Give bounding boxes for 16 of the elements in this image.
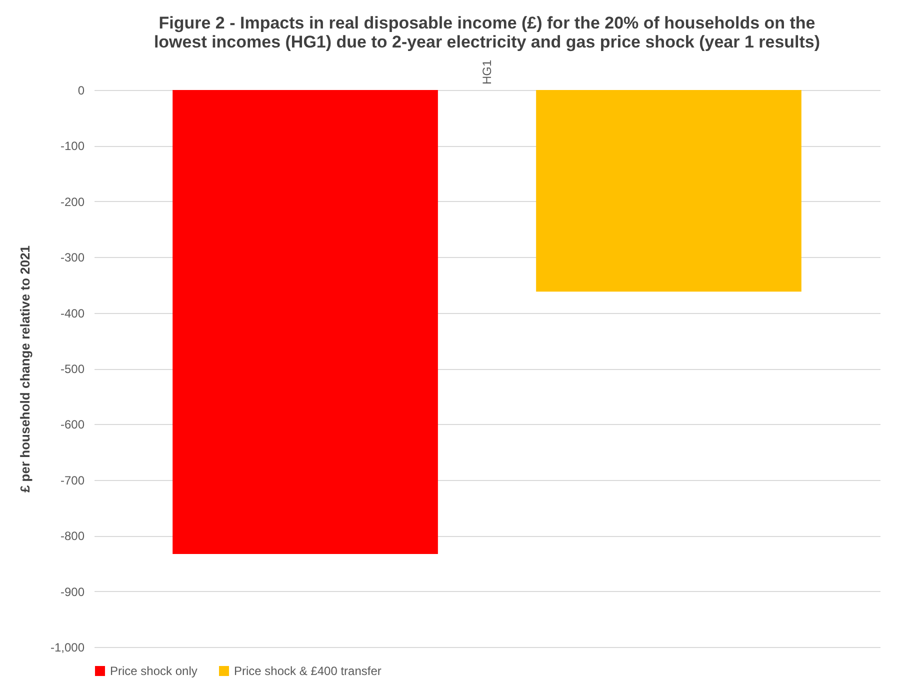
x-tick-label: HG1 bbox=[480, 60, 494, 84]
y-tick-label: -700 bbox=[60, 473, 85, 488]
y-tick-label: -1,000 bbox=[50, 640, 85, 654]
y-tick-label: -400 bbox=[60, 306, 85, 320]
y-tick-label: -200 bbox=[60, 194, 85, 209]
y-tick-label: -500 bbox=[60, 362, 85, 376]
legend-label: Price shock & £400 transfer bbox=[234, 664, 382, 678]
y-axis-title: £ per household change relative to 2021 bbox=[17, 245, 32, 493]
chart-title: Figure 2 - Impacts in real disposable income (£) for the 20% of households on the lowest incomes (HG1) due to 2-year electricity and gas price shock (year 1 results) bbox=[154, 13, 820, 52]
legend-label: Price shock only bbox=[110, 664, 198, 678]
y-tick-label: -100 bbox=[60, 139, 85, 154]
y-tick-label: -900 bbox=[60, 584, 85, 599]
y-tick-label: -300 bbox=[60, 250, 85, 265]
y-tick-label: 0 bbox=[78, 84, 85, 98]
y-tick-label: -600 bbox=[60, 418, 85, 432]
y-tick-label: -800 bbox=[60, 529, 85, 544]
